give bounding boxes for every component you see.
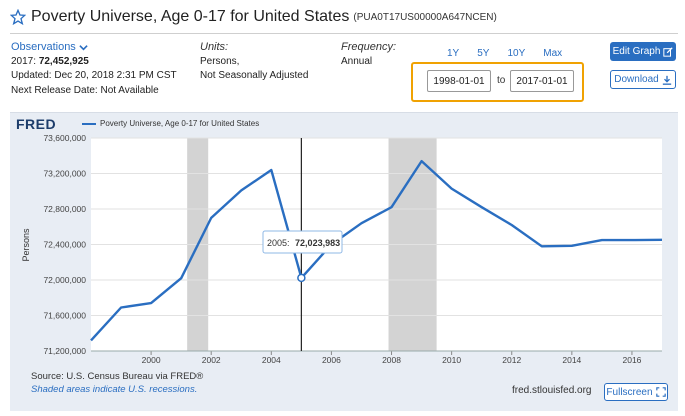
frequency-panel: Frequency: Annual xyxy=(341,40,396,69)
chart-legend: Poverty Universe, Age 0-17 for United St… xyxy=(82,119,259,128)
data-point[interactable] xyxy=(239,188,243,192)
data-point[interactable] xyxy=(480,205,484,209)
data-point[interactable] xyxy=(390,205,394,209)
y-tick-label: 72,400,000 xyxy=(43,240,86,250)
latest-observation: 2017: 72,452,925 xyxy=(11,55,177,70)
x-tick-label: 2000 xyxy=(142,355,161,365)
data-point[interactable] xyxy=(660,238,664,242)
chevron-down-icon[interactable] xyxy=(79,43,88,52)
tooltip-year: 2005: xyxy=(267,238,290,248)
data-point[interactable] xyxy=(540,244,544,248)
hover-tooltip: 2005: 72,023,983 xyxy=(262,230,343,254)
data-point[interactable] xyxy=(600,238,604,242)
data-point[interactable] xyxy=(179,276,183,280)
x-tick-label: 2002 xyxy=(202,355,221,365)
observations-toggle[interactable]: Observations xyxy=(11,40,177,55)
x-tick-label: 2014 xyxy=(562,355,581,365)
tooltip-value: 72,023,983 xyxy=(295,238,340,248)
next-release-text: Next Release Date: Not Available xyxy=(11,84,159,96)
data-point[interactable] xyxy=(149,301,153,305)
fullscreen-label: Fullscreen xyxy=(606,386,653,398)
legend-swatch xyxy=(82,122,96,125)
data-point[interactable] xyxy=(450,187,454,191)
recession-note[interactable]: Shaded areas indicate U.S. recessions. xyxy=(31,384,198,395)
data-point[interactable] xyxy=(359,221,363,225)
range-max-button[interactable]: Max xyxy=(543,48,563,59)
to-label: to xyxy=(497,75,506,86)
units-line-1: Persons, xyxy=(200,55,240,67)
series-code: (PUA0T17US00000A647NCEN) xyxy=(353,11,497,23)
data-point[interactable] xyxy=(570,244,574,248)
series-title: Poverty Universe, Age 0-17 for United St… xyxy=(31,8,350,25)
y-axis-label: Persons xyxy=(21,228,31,262)
fred-logo: FRED xyxy=(16,116,57,132)
range-buttons: 1Y 5Y 10Y Max xyxy=(438,48,571,59)
download-button[interactable]: Download xyxy=(610,70,676,89)
page-header: Poverty Universe, Age 0-17 for United St… xyxy=(10,8,497,26)
range-1y-button[interactable]: 1Y xyxy=(447,48,460,59)
data-point[interactable] xyxy=(119,306,123,310)
star-icon[interactable] xyxy=(10,9,26,25)
legend-label: Poverty Universe, Age 0-17 for United St… xyxy=(100,119,260,128)
end-date-input[interactable] xyxy=(510,70,574,92)
x-tick-label: 2004 xyxy=(262,355,281,365)
x-tick-label: 2016 xyxy=(622,355,641,365)
frequency-value: Annual xyxy=(341,55,373,67)
download-icon xyxy=(662,75,671,85)
y-tick-label: 72,000,000 xyxy=(43,275,86,285)
series-line xyxy=(90,159,663,342)
range-5y-button[interactable]: 5Y xyxy=(477,48,490,59)
header-divider xyxy=(10,33,678,34)
frequency-label: Frequency: xyxy=(341,41,397,53)
fullscreen-button[interactable]: Fullscreen xyxy=(604,383,668,401)
y-tick-label: 73,600,000 xyxy=(43,133,86,143)
data-point[interactable] xyxy=(209,216,213,220)
data-point[interactable] xyxy=(420,159,424,163)
edit-graph-label: Edit Graph xyxy=(612,46,661,57)
units-panel: Units: Persons, Not Seasonally Adjusted xyxy=(200,40,308,84)
y-tick-label: 73,200,000 xyxy=(43,169,86,179)
y-tick-label: 71,200,000 xyxy=(43,346,86,356)
data-point[interactable] xyxy=(510,223,514,227)
observations-panel: Observations 2017: 72,452,925 Updated: D… xyxy=(11,40,177,98)
x-tick-label: 2008 xyxy=(382,355,401,365)
data-point[interactable] xyxy=(89,338,93,342)
data-point[interactable] xyxy=(269,168,273,172)
units-line-2: Not Seasonally Adjusted xyxy=(200,70,309,81)
edit-icon xyxy=(663,46,674,57)
y-tick-label: 71,600,000 xyxy=(43,311,86,321)
fullscreen-icon xyxy=(655,387,666,397)
observations-label[interactable]: Observations xyxy=(11,41,76,53)
download-label: Download xyxy=(614,74,659,85)
y-tick-label: 72,800,000 xyxy=(43,204,86,214)
source-text: Source: U.S. Census Bureau via FRED® xyxy=(31,371,204,382)
x-tick-label: 2010 xyxy=(442,355,461,365)
updated-text: Updated: Dec 20, 2018 2:31 PM CST xyxy=(11,70,177,81)
latest-value: 72,452,925 xyxy=(38,55,89,67)
date-range-box: to xyxy=(411,62,584,102)
fred-url[interactable]: fred.stlouisfed.org xyxy=(512,385,592,396)
start-date-input[interactable] xyxy=(427,70,491,92)
x-tick-label: 2012 xyxy=(502,355,521,365)
data-point[interactable] xyxy=(297,273,306,283)
edit-graph-button[interactable]: Edit Graph xyxy=(610,42,676,61)
tooltip-text: 2005: 72,023,983 xyxy=(267,238,340,248)
data-point[interactable] xyxy=(630,238,634,242)
x-tick-label: 2006 xyxy=(322,355,341,365)
units-label: Units: xyxy=(200,41,229,53)
range-10y-button[interactable]: 10Y xyxy=(507,48,526,59)
latest-date: 2017: xyxy=(11,55,37,67)
